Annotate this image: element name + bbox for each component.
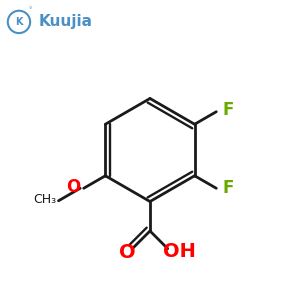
Text: K: K (15, 17, 23, 27)
Text: OH: OH (163, 242, 196, 261)
Text: CH₃: CH₃ (33, 194, 56, 206)
Text: O: O (119, 243, 135, 262)
Text: Kuujia: Kuujia (39, 14, 93, 29)
Text: °: ° (28, 8, 32, 14)
Text: F: F (223, 179, 234, 197)
Text: F: F (223, 101, 234, 119)
Text: O: O (67, 178, 81, 196)
